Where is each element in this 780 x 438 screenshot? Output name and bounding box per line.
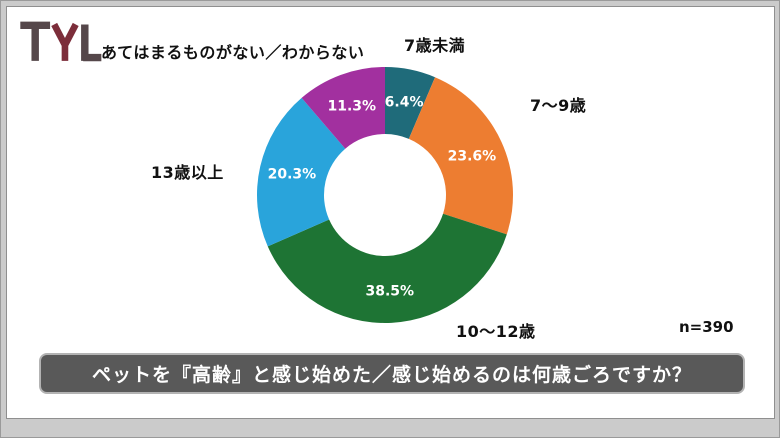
category-label-10-12: 10〜12歳	[456, 322, 536, 341]
segment-percent-label: 20.3%	[268, 167, 317, 183]
segment-percent-label: 38.5%	[366, 283, 415, 299]
chart-segment	[385, 67, 436, 139]
question-title: ペットを『高齢』と感じ始めた／感じ始めるのは何歳ごろですか？	[91, 364, 692, 386]
brand-logo	[20, 21, 102, 62]
category-label-7-9: 7〜9歳	[530, 96, 587, 115]
segment-percent-label: 23.6%	[448, 148, 497, 164]
chart-segment	[408, 77, 513, 235]
chart-segment	[267, 213, 507, 323]
chart-segment	[301, 67, 385, 149]
question-banner: ペットを『高齢』と感じ始めた／感じ始めるのは何歳ごろですか？	[39, 353, 745, 394]
category-label-under7: 7歳未満	[404, 36, 466, 55]
segment-percent-label: 11.3%	[328, 98, 377, 114]
sample-size-label: n=390	[679, 318, 734, 336]
segment-percent-label: 6.4%	[385, 94, 424, 110]
slide: あてはまるものがない／わからない 7歳未満 7〜9歳 13歳以上 10〜12歳 …	[6, 6, 775, 419]
donut-chart: 6.4% 23.6% 38.5% 20.3% 11.3%	[257, 67, 513, 323]
category-label-13plus: 13歳以上	[151, 163, 224, 182]
chart-segment	[257, 97, 346, 247]
category-label-unknown: あてはまるものがない／わからない	[101, 43, 365, 62]
